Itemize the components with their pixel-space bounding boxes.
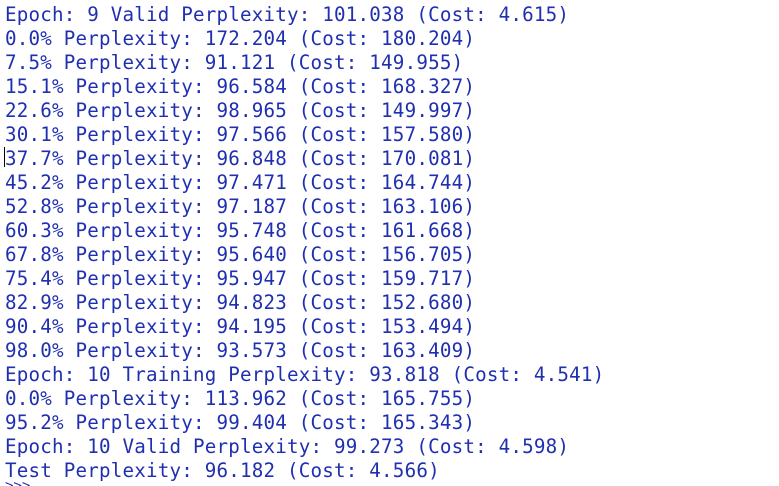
console-line-progress: 45.2% Perplexity: 97.471 (Cost: 164.744) xyxy=(5,171,476,194)
console-line-progress: 0.0% Perplexity: 113.962 (Cost: 165.755) xyxy=(5,387,476,410)
console-line-test-perplexity: Test Perplexity: 96.182 (Cost: 4.566) xyxy=(5,459,440,482)
console-line-progress: 37.7% Perplexity: 96.848 (Cost: 170.081) xyxy=(5,147,476,170)
console-line-epoch-10-training: Epoch: 10 Training Perplexity: 93.818 (C… xyxy=(5,363,605,386)
console-line-progress: 95.2% Perplexity: 99.404 (Cost: 165.343) xyxy=(5,411,476,434)
console-line-progress: 60.3% Perplexity: 95.748 (Cost: 161.668) xyxy=(5,219,476,242)
console-line-progress: 22.6% Perplexity: 98.965 (Cost: 149.997) xyxy=(5,99,476,122)
console-line-progress: 7.5% Perplexity: 91.121 (Cost: 149.955) xyxy=(5,51,464,74)
console-line-epoch-10-valid: Epoch: 10 Valid Perplexity: 99.273 (Cost… xyxy=(5,435,570,458)
console-line-progress: 15.1% Perplexity: 96.584 (Cost: 168.327) xyxy=(5,75,476,98)
console-line-progress: 90.4% Perplexity: 94.195 (Cost: 153.494) xyxy=(5,315,476,338)
console-line-progress: 82.9% Perplexity: 94.823 (Cost: 152.680) xyxy=(5,291,476,314)
console-prompt[interactable]: >>> xyxy=(5,482,30,486)
console-line-progress: 98.0% Perplexity: 93.573 (Cost: 163.409) xyxy=(5,339,476,362)
console-line-progress: 67.8% Perplexity: 95.640 (Cost: 156.705) xyxy=(5,243,476,266)
console-line-progress: 52.8% Perplexity: 97.187 (Cost: 163.106) xyxy=(5,195,476,218)
text-cursor xyxy=(4,147,5,167)
console-line-progress: 0.0% Perplexity: 172.204 (Cost: 180.204) xyxy=(5,27,476,50)
console-line-epoch-9-valid: Epoch: 9 Valid Perplexity: 101.038 (Cost… xyxy=(5,3,570,26)
console-line-progress: 30.1% Perplexity: 97.566 (Cost: 157.580) xyxy=(5,123,476,146)
console-lines: Epoch: 9 Valid Perplexity: 101.038 (Cost… xyxy=(5,3,604,483)
console-line-progress: 75.4% Perplexity: 95.947 (Cost: 159.717) xyxy=(5,267,476,290)
